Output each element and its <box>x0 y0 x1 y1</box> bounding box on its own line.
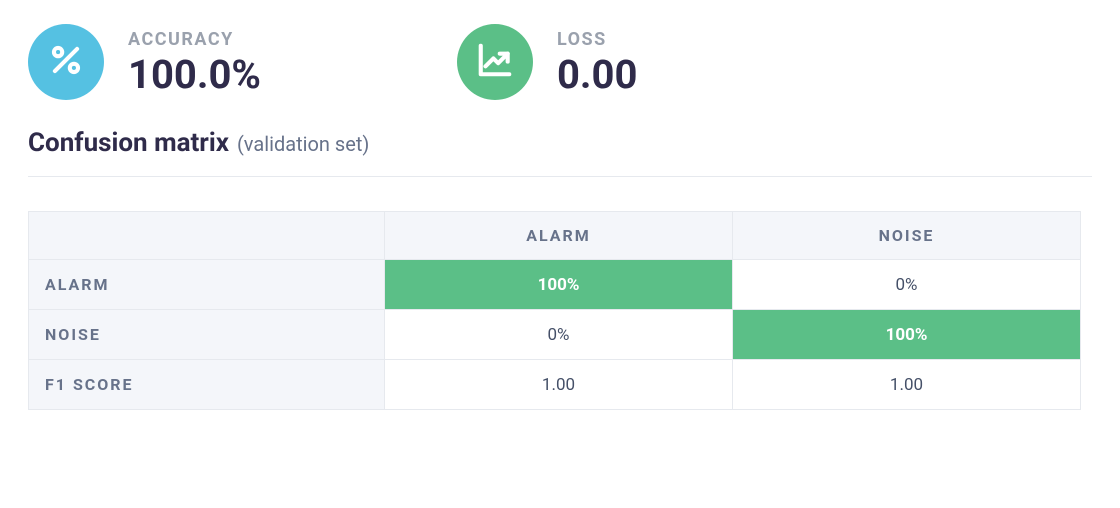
loss-badge <box>457 24 533 100</box>
metrics-row: ACCURACY 100.0% LOSS 0.00 <box>28 24 1092 128</box>
percent-icon <box>47 41 85 83</box>
accuracy-metric: ACCURACY 100.0% <box>28 24 261 100</box>
section-title: Confusion matrix <box>28 128 229 158</box>
matrix-cell: 0% <box>385 310 733 360</box>
table-corner-cell <box>29 212 385 260</box>
loss-label: LOSS <box>557 29 637 50</box>
column-header: NOISE <box>733 212 1081 260</box>
column-header: ALARM <box>385 212 733 260</box>
accuracy-text: ACCURACY 100.0% <box>128 29 261 96</box>
table-header-row: ALARM NOISE <box>29 212 1081 260</box>
matrix-cell: 0% <box>733 260 1081 310</box>
accuracy-value: 100.0% <box>128 54 261 96</box>
loss-text: LOSS 0.00 <box>557 29 637 96</box>
table-row: NOISE0%100% <box>29 310 1081 360</box>
matrix-cell: 100% <box>733 310 1081 360</box>
accuracy-label: ACCURACY <box>128 29 261 50</box>
section-title-row: Confusion matrix (validation set) <box>28 128 1092 177</box>
table-body: ALARM100%0%NOISE0%100%F1 SCORE1.001.00 <box>29 260 1081 410</box>
table-row: F1 SCORE1.001.00 <box>29 360 1081 410</box>
matrix-cell: 1.00 <box>385 360 733 410</box>
matrix-cell: 1.00 <box>733 360 1081 410</box>
loss-metric: LOSS 0.00 <box>457 24 637 100</box>
confusion-matrix-table: ALARM NOISE ALARM100%0%NOISE0%100%F1 SCO… <box>28 211 1081 410</box>
section-subtitle: (validation set) <box>237 132 369 156</box>
matrix-cell: 100% <box>385 260 733 310</box>
row-header: F1 SCORE <box>29 360 385 410</box>
metrics-panel: ACCURACY 100.0% LOSS 0.00 Confu <box>0 0 1120 450</box>
row-header: NOISE <box>29 310 385 360</box>
row-header: ALARM <box>29 260 385 310</box>
chart-up-icon <box>476 41 514 83</box>
table-row: ALARM100%0% <box>29 260 1081 310</box>
accuracy-badge <box>28 24 104 100</box>
loss-value: 0.00 <box>557 54 637 96</box>
